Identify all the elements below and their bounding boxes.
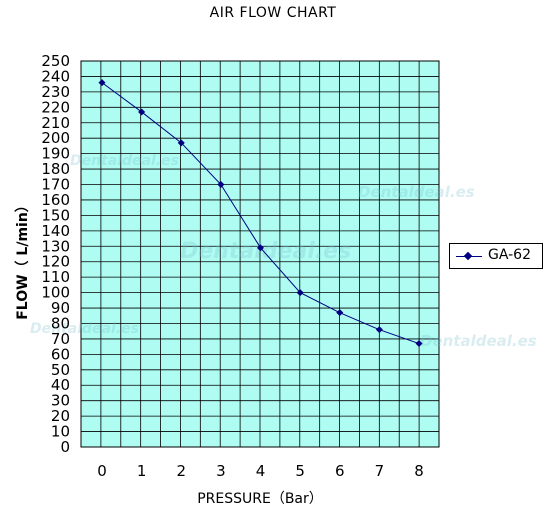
legend-diamond-marker <box>463 251 473 261</box>
legend-label-ga-62: GA-62 <box>488 247 531 263</box>
y-tick-label: 160 <box>41 191 70 209</box>
watermark-text: Dentaldeal.es <box>30 321 139 337</box>
y-tick-label: 190 <box>41 145 70 163</box>
x-tick-labels: 0 1 2 3 4 5 6 7 8 <box>97 462 424 480</box>
data-point-marker <box>415 340 423 348</box>
y-tick-label: 120 <box>41 253 70 271</box>
y-tick-label: 110 <box>41 268 70 286</box>
y-tick-label: 30 <box>51 392 70 410</box>
y-tick-label: 240 <box>41 67 70 85</box>
series-ga-62 <box>98 79 423 348</box>
y-tick-labels: 0102030405060708090100110120130140150160… <box>41 52 70 456</box>
y-tick-label: 180 <box>41 160 70 178</box>
y-tick-label: 200 <box>41 129 70 147</box>
watermark-text: Dentaldeal.es <box>70 153 179 169</box>
x-tick-label: 3 <box>216 462 226 480</box>
x-tick-label: 5 <box>295 462 305 480</box>
x-tick-label: 1 <box>137 462 147 480</box>
x-tick-label: 4 <box>256 462 266 480</box>
y-tick-label: 60 <box>51 345 70 363</box>
x-tick-label: 6 <box>335 462 345 480</box>
y-tick-label: 40 <box>51 376 70 394</box>
y-tick-label: 0 <box>60 438 70 456</box>
data-point-marker <box>98 79 106 87</box>
x-tick-label: 2 <box>176 462 186 480</box>
y-tick-label: 70 <box>51 330 70 348</box>
watermark-text: Dentaldeal.es <box>420 332 537 350</box>
y-tick-label: 20 <box>51 407 70 425</box>
y-tick-label: 220 <box>41 98 70 116</box>
y-tick-label: 170 <box>41 176 70 194</box>
legend: GA-62 <box>449 243 543 269</box>
y-axis-label: FLOW（ L/min） <box>15 198 31 320</box>
grid-lines <box>81 61 439 447</box>
data-point-marker <box>217 181 225 189</box>
y-tick-label: 90 <box>51 299 70 317</box>
x-tick-label: 7 <box>375 462 385 480</box>
data-point-marker <box>138 108 146 116</box>
y-tick-label: 100 <box>41 284 70 302</box>
y-tick-label: 50 <box>51 361 70 379</box>
y-tick-label: 210 <box>41 114 70 132</box>
watermark-text: Dentaldeal.es <box>358 183 475 201</box>
data-point-marker <box>296 289 304 297</box>
x-tick-label: 0 <box>97 462 107 480</box>
y-tick-label: 250 <box>41 52 70 70</box>
watermark-layer: Dentaldeal.es Dentaldeal.es Dentaldeal.es D… <box>30 153 537 350</box>
x-tick-label: 8 <box>414 462 424 480</box>
y-tick-label: 140 <box>41 222 70 240</box>
x-axis-label: PRESSURE（Bar） <box>197 491 323 507</box>
data-point-marker <box>177 139 185 147</box>
data-point-marker <box>336 309 344 317</box>
data-point-marker <box>257 244 264 252</box>
y-tick-label: 80 <box>51 314 70 332</box>
data-point-marker <box>375 326 383 334</box>
watermark-text: Dentaldeal.es <box>180 239 351 264</box>
y-tick-label: 10 <box>51 423 70 441</box>
y-tick-label: 130 <box>41 237 70 255</box>
y-tick-label: 150 <box>41 206 70 224</box>
chart-title: AIR FLOW CHART <box>209 5 337 21</box>
y-tick-label: 230 <box>41 83 70 101</box>
